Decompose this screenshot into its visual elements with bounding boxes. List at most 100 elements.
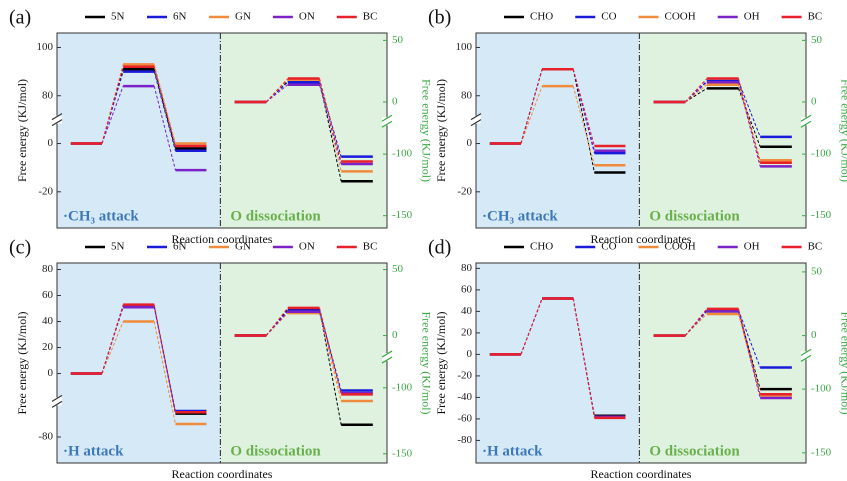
axis-break <box>381 120 393 128</box>
y2-axis-label: Free energy (KJ/mol) <box>419 79 433 182</box>
y-tick-label: 60 <box>461 283 473 295</box>
connector <box>520 69 543 144</box>
y2-tick-label: 50 <box>811 265 823 277</box>
axis-break-gap <box>801 117 811 126</box>
y-tick-label: 80 <box>42 263 54 275</box>
connector <box>319 78 342 162</box>
plot-frame <box>56 262 388 464</box>
y-tick-label: 0 <box>467 348 473 360</box>
connector <box>101 85 124 144</box>
connector <box>101 321 124 374</box>
y-tick-label: -60 <box>457 412 472 424</box>
y-tick-label: 40 <box>461 305 473 317</box>
axis-break <box>381 114 393 122</box>
axis-break <box>800 120 812 128</box>
axis-break-gap <box>471 115 481 124</box>
x-axis-label: Reaction coordinates <box>591 232 692 246</box>
annotation-right: O dissociation <box>649 208 740 224</box>
y2-tick-label: -150 <box>811 209 832 221</box>
y-tick-label: 100 <box>37 41 54 53</box>
y2-tick-label: 0 <box>811 329 817 341</box>
legend-label: CO <box>601 11 616 23</box>
legend-label: ON <box>299 241 315 253</box>
connector <box>738 82 761 167</box>
left-region <box>57 33 221 228</box>
annotation-right: O dissociation <box>649 443 740 459</box>
y2-tick-label: 50 <box>811 34 823 46</box>
annotation-left: ·CH₃ attack <box>482 208 558 224</box>
y2-axis-label: Free energy (KJ/mol) <box>838 311 847 414</box>
y-axis-label: Free energy (KJ/mol) <box>15 79 29 182</box>
left-region <box>476 33 640 228</box>
legend-label: BC <box>808 11 823 23</box>
right-region <box>639 33 806 228</box>
y-axis-label: Free energy (KJ/mol) <box>434 79 448 182</box>
legend-label: BC <box>363 241 378 253</box>
connector <box>319 313 342 402</box>
legend-label: GN <box>235 241 251 253</box>
axis-break <box>381 350 393 358</box>
axis-break <box>800 114 812 122</box>
x-axis-label: Reaction coordinates <box>172 232 273 246</box>
connector <box>153 85 176 171</box>
y2-tick-label: -100 <box>392 381 413 393</box>
axis-break <box>51 119 63 127</box>
y2-tick-label: -100 <box>811 148 832 160</box>
right-region <box>220 263 387 463</box>
y-tick-label: -20 <box>38 185 53 197</box>
axis-break <box>470 119 482 127</box>
x-axis-label: Reaction coordinates <box>591 467 692 481</box>
y2-tick-label: -150 <box>392 209 413 221</box>
axis-break <box>51 394 63 402</box>
axis-break-gap <box>801 351 811 360</box>
connector <box>572 85 595 166</box>
legend-label: 6N <box>173 11 187 23</box>
panel-label: (b) <box>428 7 451 29</box>
legend-label: 5N <box>111 11 125 23</box>
y-tick-label: 100 <box>456 41 473 53</box>
connector <box>572 69 595 173</box>
connector <box>684 308 708 336</box>
axis-break <box>800 348 812 356</box>
y2-axis-label: Free energy (KJ/mol) <box>419 311 433 414</box>
panel-label: (c) <box>9 237 31 259</box>
annotation-left: ·H attack <box>482 443 543 459</box>
y-tick-label: -80 <box>38 431 53 443</box>
axis-break-gap <box>52 115 62 124</box>
y-tick-label: 80 <box>42 89 54 101</box>
panel-label: (d) <box>428 237 451 259</box>
y2-tick-label: 50 <box>392 34 404 46</box>
left-region <box>476 263 640 463</box>
plot-frame <box>475 262 807 464</box>
connector <box>153 304 176 413</box>
connector <box>572 69 595 154</box>
legend-label: OH <box>744 11 760 23</box>
y-tick-label: -20 <box>457 369 472 381</box>
axis-break-gap <box>382 117 392 126</box>
axis-break <box>800 354 812 362</box>
connector <box>101 304 124 374</box>
axis-break <box>51 113 63 121</box>
y-tick-label: 20 <box>42 341 54 353</box>
y-axis-label: Free energy (KJ/mol) <box>15 311 29 414</box>
y2-tick-label: 0 <box>392 95 398 107</box>
y-tick-label: -20 <box>457 185 472 197</box>
connector <box>153 71 176 151</box>
connector <box>319 84 342 165</box>
legend-label: CHO <box>530 241 553 253</box>
legend-label: 6N <box>173 241 187 253</box>
y2-tick-label: 0 <box>811 95 817 107</box>
connector <box>153 64 176 144</box>
y-tick-label: -80 <box>457 434 472 446</box>
y-tick-label: 80 <box>461 89 473 101</box>
y-tick-label: 0 <box>48 367 54 379</box>
legend-label: COOH <box>665 11 696 23</box>
y2-tick-label: 50 <box>392 263 404 275</box>
connector <box>684 87 708 103</box>
connector <box>738 309 761 368</box>
plot-frame <box>475 32 807 229</box>
annotation-left: ·H attack <box>63 443 124 459</box>
connector <box>153 66 176 147</box>
legend-label: COOH <box>665 241 696 253</box>
right-region <box>639 263 806 463</box>
